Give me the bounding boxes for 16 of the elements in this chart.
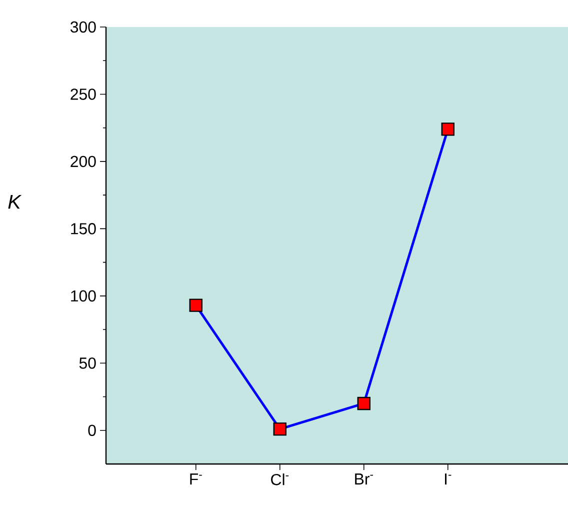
x-tick-label: Cl$^{-}$: [271, 474, 289, 486]
point: [189, 298, 202, 312]
point: [357, 396, 370, 410]
point: [273, 422, 286, 436]
x-tick-label: I$^{-}$: [445, 474, 452, 484]
y-tick-label: 50: [79, 358, 96, 369]
x-tick-label: F$^{-}$: [190, 474, 202, 484]
y-axis-title: K: [8, 194, 22, 209]
y-tick-label: 200: [70, 156, 96, 168]
y-tick-label: 100: [71, 290, 96, 302]
x-tick-label: Br$^{-}$: [355, 474, 373, 484]
y-tick-label: 0: [88, 424, 96, 436]
y-tick-label: 150: [71, 223, 96, 234]
y-tick-label: 300: [70, 21, 96, 33]
y-tick-label: 250: [70, 88, 96, 100]
point: [441, 122, 454, 136]
